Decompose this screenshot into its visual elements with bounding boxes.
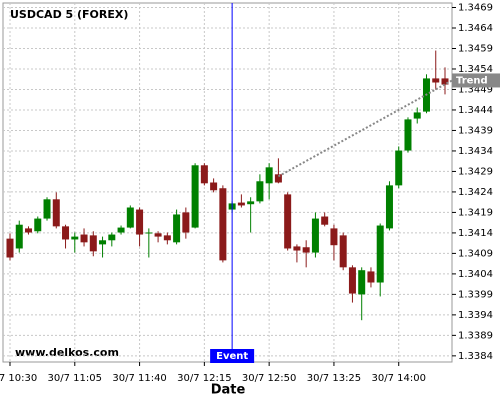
candle-body: [43, 199, 51, 219]
candle-body: [395, 150, 403, 186]
y-tick-label: 1.3419: [458, 207, 493, 218]
y-tick-label: 1.3404: [458, 269, 493, 280]
candle-body: [108, 234, 116, 241]
candle-body: [173, 214, 181, 243]
candle-body: [191, 165, 199, 228]
candle-body: [293, 246, 301, 251]
candle-body: [367, 271, 375, 283]
event-label-box: [210, 349, 255, 363]
candle-body: [182, 212, 190, 233]
candle-body: [99, 240, 107, 245]
candle-body: [256, 181, 264, 202]
x-tick-label: 30/7 12:50: [242, 373, 296, 384]
trend-label: Trend: [456, 75, 488, 86]
event-label: Event: [216, 351, 248, 362]
y-tick-label: 1.3464: [458, 23, 493, 34]
candle-body: [432, 78, 440, 83]
y-tick-label: 1.3399: [458, 289, 493, 300]
x-tick-label: 30/7 13:25: [307, 373, 361, 384]
y-tick-label: 1.3454: [458, 64, 493, 75]
candle-body: [145, 232, 153, 234]
candle-body: [358, 270, 366, 295]
x-tick-label: 30/7 11:40: [112, 373, 166, 384]
candle-body: [247, 201, 255, 205]
candle-body: [117, 227, 125, 233]
y-tick-label: 1.3469: [458, 3, 493, 14]
candle-body: [441, 78, 449, 85]
candle-body: [71, 236, 79, 240]
y-tick-label: 1.3434: [458, 146, 493, 157]
candle-body: [237, 202, 245, 206]
candle-body: [62, 226, 70, 240]
candle-body: [413, 112, 421, 119]
candle-body: [80, 234, 88, 243]
candle-body: [154, 233, 162, 237]
candle-body: [284, 194, 292, 249]
y-tick-label: 1.3424: [458, 187, 493, 198]
y-tick-label: 1.3439: [458, 125, 493, 136]
candle-body: [376, 225, 384, 283]
candle-body: [265, 167, 273, 184]
x-tick-label: 30/7 14:00: [371, 373, 425, 384]
chart-title: USDCAD 5 (FOREX): [10, 8, 128, 21]
candle-body: [136, 209, 144, 235]
candle-body: [15, 224, 23, 249]
y-tick-label: 1.3394: [458, 310, 493, 321]
candle-body: [302, 247, 310, 253]
x-tick-label: 30/7 10:30: [0, 373, 37, 384]
candle-body: [321, 216, 329, 225]
candle-body: [126, 207, 134, 228]
candle-body: [348, 267, 356, 294]
y-tick-label: 1.3444: [458, 105, 493, 116]
candle-body: [89, 235, 97, 252]
candle-body: [210, 182, 218, 191]
candle-body: [34, 218, 42, 232]
watermark: www.delkos.com: [15, 346, 119, 359]
trend-line: [277, 79, 453, 178]
candle-body: [219, 188, 227, 261]
y-tick-label: 1.3414: [458, 228, 493, 239]
candle-body: [404, 119, 412, 151]
x-tick-label: 30/7 11:05: [48, 373, 102, 384]
y-tick-label: 1.3384: [458, 351, 493, 362]
candle-body: [163, 235, 171, 241]
y-tick-label: 1.3429: [458, 166, 493, 177]
y-tick-label: 1.3449: [458, 84, 493, 95]
candle-body: [330, 228, 338, 246]
x-axis-label: Date: [211, 383, 246, 398]
candle-body: [274, 174, 282, 183]
y-tick-label: 1.3409: [458, 248, 493, 259]
candle-body: [200, 165, 208, 184]
x-tick-label: 30/7 12:15: [177, 373, 231, 384]
candle-body: [385, 185, 393, 229]
candle-body: [52, 199, 60, 227]
y-tick-label: 1.3389: [458, 330, 493, 341]
candle-body: [6, 238, 14, 258]
plot-area: [2, 2, 453, 363]
y-tick-label: 1.3459: [458, 43, 493, 54]
candle-body: [25, 228, 33, 233]
candle-body: [339, 235, 347, 268]
candle-body: [311, 218, 319, 253]
trend-label-box: [452, 73, 500, 88]
